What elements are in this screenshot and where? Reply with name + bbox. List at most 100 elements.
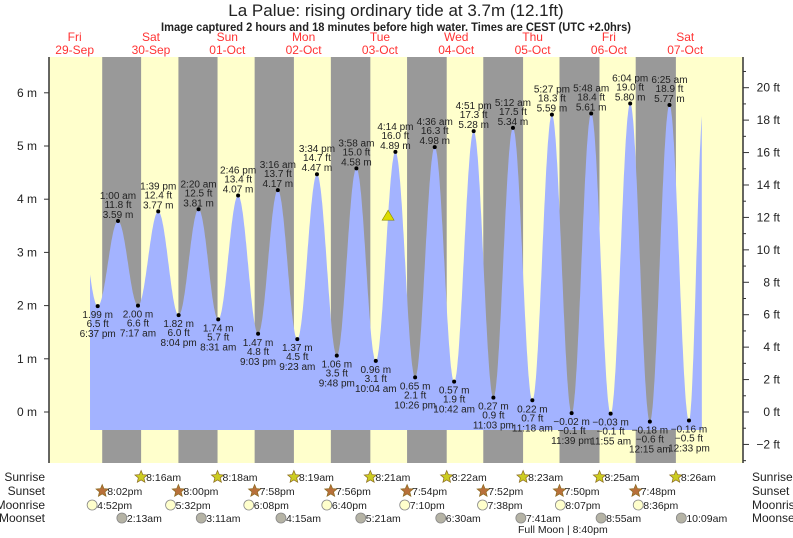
left-tick-label: 0 m — [17, 405, 37, 419]
sunset-time: 8:02pm — [107, 486, 142, 498]
right-tick-label: 2 ft — [763, 373, 780, 387]
sunset-time: 7:58pm — [260, 486, 295, 498]
sunset-row-label-right: Sunset — [752, 484, 790, 498]
extreme-point — [275, 188, 280, 193]
right-tick-label: −2 ft — [756, 437, 780, 451]
moonrise-icon — [399, 499, 411, 511]
sunset-star-icon — [171, 483, 186, 498]
left-tick-label: 1 m — [17, 352, 37, 366]
low-tide-ft-value: 0.9 ft — [482, 411, 504, 422]
sunset-row-label-left: Sunset — [8, 484, 46, 498]
right-tick-label: 18 ft — [757, 113, 781, 127]
day-of-week-label: Mon — [292, 30, 315, 44]
extreme-point — [176, 313, 181, 318]
sunset-time: 7:48pm — [641, 486, 676, 498]
right-tick-label: 8 ft — [763, 275, 780, 289]
extreme-point — [413, 375, 418, 380]
extreme-point — [135, 303, 140, 308]
sunset-time: 7:52pm — [488, 486, 523, 498]
extreme-point — [314, 172, 319, 177]
moonset-time: 8:55am — [606, 513, 641, 525]
sunset-time: 7:56pm — [336, 486, 371, 498]
low-tide-m-value: 0.27 m — [478, 402, 509, 413]
low-tide-ft-value: −0.5 ft — [675, 434, 703, 445]
sunset-time: 7:50pm — [564, 486, 599, 498]
moonset-icon — [355, 512, 367, 524]
high-tide-m-value: 5.77 m — [654, 94, 685, 105]
right-tick-label: 20 ft — [757, 81, 781, 95]
low-tide-time: 11:03 pm — [473, 421, 514, 432]
left-tick-label: 2 m — [17, 299, 37, 313]
extreme-point — [334, 353, 339, 358]
date-label: 29-Sep — [55, 43, 94, 57]
moonrise-icon — [165, 499, 176, 511]
chart-subtitle: Image captured 2 hours and 18 minutes be… — [161, 20, 631, 34]
day-of-week-label: Fri — [68, 30, 82, 44]
sunset-star-icon — [552, 483, 567, 498]
right-tick-label: 16 ft — [757, 146, 781, 160]
low-tide-ft-value: 3.5 ft — [326, 369, 348, 380]
high-tide-m-value: 4.98 m — [419, 136, 450, 147]
high-tide-ft-value: 17.3 ft — [460, 110, 488, 121]
day-labels: Fri29-SepSat30-SepSun01-OctMon02-OctTue0… — [55, 30, 704, 57]
high-tide-time: 2:20 am — [180, 179, 216, 190]
high-tide-ft-value: 17.5 ft — [499, 107, 527, 118]
high-tide-time: 4:51 pm — [456, 101, 492, 112]
moonrise-icon — [243, 499, 255, 511]
sunrise-row-label-left: Sunrise — [4, 470, 45, 484]
high-tide-ft-value: 14.7 ft — [303, 153, 331, 164]
high-tide-m-value: 3.81 m — [183, 198, 214, 209]
sunrise-row-label-right: Sunrise — [752, 470, 793, 484]
high-tide-time: 1:00 am — [100, 191, 136, 202]
date-label: 03-Oct — [362, 43, 399, 57]
sunset-star-icon — [628, 483, 643, 498]
moonrise-time: 7:10pm — [410, 500, 445, 512]
extreme-point — [510, 125, 515, 130]
right-tick-label: 14 ft — [757, 178, 781, 192]
low-tide-m-value: 1.99 m — [82, 310, 113, 321]
low-tide-m-value: 0.22 m — [517, 404, 548, 415]
moonset-row-label-left: Moonset — [0, 511, 46, 525]
date-label: 06-Oct — [591, 43, 628, 57]
right-tick-label: 10 ft — [757, 243, 781, 257]
moonrise-icon — [632, 499, 644, 511]
high-tide-ft-value: 18.3 ft — [538, 94, 566, 105]
extreme-point — [452, 379, 457, 384]
high-tide-time: 5:12 am — [495, 98, 531, 109]
moonset-icon — [116, 512, 128, 524]
sunrise-star-icon — [668, 469, 683, 484]
moonset-time: 10:09am — [686, 513, 727, 525]
right-tick-label: 0 ft — [763, 405, 780, 419]
low-tide-ft-value: 6.0 ft — [168, 328, 190, 339]
extreme-point — [116, 219, 120, 224]
sunrise-time: 8:22am — [452, 472, 487, 484]
low-tide-ft-value: 6.6 ft — [127, 319, 149, 330]
moonset-icon — [595, 512, 607, 524]
high-tide-m-value: 5.61 m — [576, 103, 607, 114]
sunset-star-icon — [323, 483, 338, 498]
sunrise-star-icon — [363, 469, 378, 484]
extreme-point — [256, 331, 261, 336]
low-tide-ft-value: −0.6 ft — [636, 435, 664, 446]
left-tick-label: 5 m — [17, 139, 37, 153]
high-tide-ft-value: 12.4 ft — [144, 190, 172, 201]
low-tide-m-value: −0.18 m — [632, 426, 668, 437]
high-tide-time: 2:46 pm — [220, 165, 256, 176]
high-tide-m-value: 5.28 m — [458, 120, 489, 131]
high-tide-ft-value: 16.3 ft — [421, 126, 449, 137]
high-tide-time: 3:34 pm — [299, 144, 335, 155]
left-tick-label: 6 m — [17, 86, 37, 100]
low-tide-time: 10:04 am — [355, 384, 397, 395]
sunrise-time: 8:21am — [375, 472, 410, 484]
sunrise-time: 8:18am — [223, 472, 258, 484]
high-tide-time: 4:14 pm — [377, 122, 413, 133]
extreme-point — [95, 304, 100, 309]
low-tide-time: 8:04 pm — [161, 338, 197, 349]
low-tide-time: 9:03 pm — [240, 357, 276, 368]
low-tide-time: 8:31 am — [200, 342, 236, 353]
sunrise-star-icon — [286, 469, 301, 484]
low-tide-time: 10:26 pm — [394, 400, 436, 411]
low-tide-ft-value: 2.1 ft — [404, 390, 426, 401]
high-tide-m-value: 4.89 m — [380, 141, 411, 152]
